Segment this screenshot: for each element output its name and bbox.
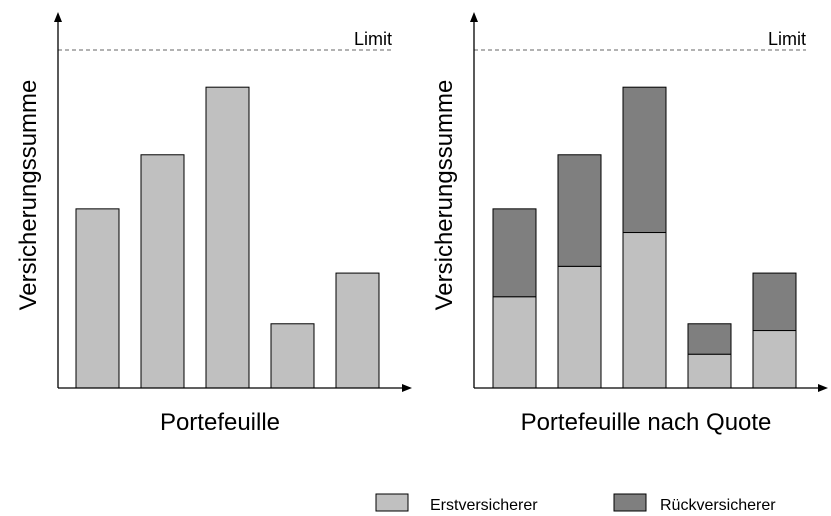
right-bar-erstversicherer-1 [493, 297, 536, 388]
right-bar-erstversicherer-2 [558, 266, 601, 388]
right-bar-rueckversicherer-2 [558, 155, 601, 267]
right-bar-erstversicherer-3 [623, 233, 666, 388]
left-bar-erstversicherer-4 [271, 324, 314, 388]
right-bar-erstversicherer-5 [753, 331, 796, 388]
left-bar-erstversicherer-5 [336, 273, 379, 388]
right-y-axis-arrow [470, 12, 478, 22]
right-bar-erstversicherer-4 [688, 354, 731, 388]
right-bar-rueckversicherer-4 [688, 324, 731, 354]
legend-swatch-erstversicherer [376, 494, 408, 511]
left-bar-erstversicherer-2 [141, 155, 184, 388]
left-bar-erstversicherer-1 [76, 209, 119, 388]
left-bar-erstversicherer-3 [206, 87, 249, 388]
left-limit-label: Limit [354, 29, 392, 49]
left-x-axis-label: Portefeuille [160, 409, 280, 436]
right-y-axis-label: Versicherungssumme [431, 80, 458, 311]
legend-label-erstversicherer: Erstversicherer [430, 497, 538, 514]
left-y-axis-arrow [54, 12, 62, 22]
right-x-axis-arrow [818, 384, 828, 392]
legend-swatch-rueckversicherer [614, 494, 646, 511]
right-x-axis-label: Portefeuille nach Quote [521, 409, 772, 436]
right-bar-rueckversicherer-1 [493, 209, 536, 297]
legend: Erstversicherer Rückversicherer [376, 494, 776, 514]
chart-portefeuille-nach-quote: Limit Versicherungssumme Portefeuille nach… [431, 12, 828, 436]
chart-portefeuille: Limit Versicherungssumme Portefeuille [15, 12, 412, 436]
legend-label-rueckversicherer: Rückversicherer [660, 497, 776, 514]
left-x-axis-arrow [402, 384, 412, 392]
left-y-axis-label: Versicherungssumme [15, 80, 42, 311]
right-bar-rueckversicherer-5 [753, 273, 796, 330]
right-bar-rueckversicherer-3 [623, 87, 666, 232]
right-limit-label: Limit [768, 29, 806, 49]
